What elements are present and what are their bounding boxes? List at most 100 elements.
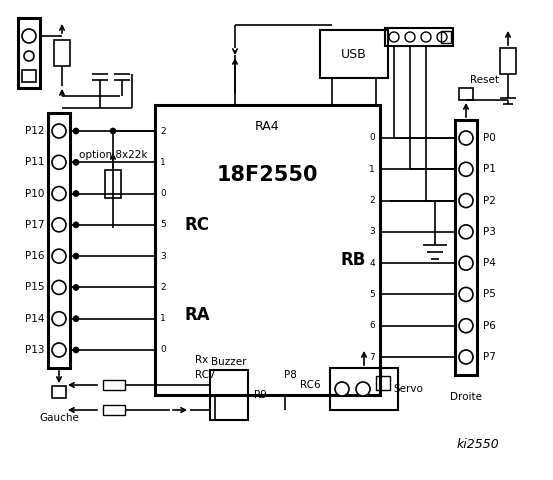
Circle shape bbox=[22, 29, 36, 43]
Bar bbox=[103, 380, 125, 390]
Text: P2: P2 bbox=[483, 195, 496, 205]
Text: P11: P11 bbox=[24, 157, 44, 168]
Text: 3: 3 bbox=[160, 252, 166, 261]
Text: 0: 0 bbox=[160, 189, 166, 198]
Text: RA: RA bbox=[185, 306, 211, 324]
Text: P6: P6 bbox=[483, 321, 496, 331]
Circle shape bbox=[459, 350, 473, 364]
Text: P14: P14 bbox=[24, 314, 44, 324]
Text: 7: 7 bbox=[369, 352, 375, 361]
Circle shape bbox=[52, 124, 66, 138]
Text: P8: P8 bbox=[284, 370, 296, 380]
Bar bbox=[105, 170, 121, 198]
Bar bbox=[320, 30, 388, 78]
Bar bbox=[103, 405, 125, 415]
Bar bbox=[441, 31, 451, 43]
Text: P17: P17 bbox=[24, 220, 44, 230]
Text: RC: RC bbox=[185, 216, 210, 234]
Text: P15: P15 bbox=[24, 282, 44, 292]
Text: P0: P0 bbox=[483, 133, 495, 143]
Circle shape bbox=[335, 382, 349, 396]
Text: Servo: Servo bbox=[393, 384, 423, 394]
Circle shape bbox=[459, 193, 473, 207]
Bar bbox=[376, 376, 390, 390]
Text: P16: P16 bbox=[24, 251, 44, 261]
Circle shape bbox=[459, 288, 473, 301]
Circle shape bbox=[24, 51, 34, 61]
Text: P10: P10 bbox=[25, 189, 44, 199]
Text: P7: P7 bbox=[483, 352, 496, 362]
Circle shape bbox=[52, 343, 66, 357]
Text: 18F2550: 18F2550 bbox=[217, 165, 318, 185]
Circle shape bbox=[73, 222, 79, 228]
Text: P13: P13 bbox=[24, 345, 44, 355]
Text: Buzzer: Buzzer bbox=[211, 357, 247, 367]
Bar bbox=[330, 368, 398, 410]
Circle shape bbox=[73, 128, 79, 134]
Circle shape bbox=[73, 253, 79, 259]
Circle shape bbox=[73, 285, 79, 290]
Text: RC6: RC6 bbox=[300, 380, 321, 390]
Text: P12: P12 bbox=[24, 126, 44, 136]
Circle shape bbox=[110, 128, 116, 134]
Text: 0: 0 bbox=[160, 346, 166, 355]
Bar bbox=[385, 28, 453, 46]
Text: P4: P4 bbox=[483, 258, 496, 268]
Circle shape bbox=[52, 218, 66, 232]
Text: 2: 2 bbox=[160, 283, 166, 292]
Text: Droite: Droite bbox=[450, 392, 482, 402]
Text: 3: 3 bbox=[369, 228, 375, 236]
Bar bbox=[52, 386, 66, 398]
Circle shape bbox=[52, 156, 66, 169]
Bar bbox=[48, 113, 70, 368]
Circle shape bbox=[437, 32, 447, 42]
Circle shape bbox=[459, 225, 473, 239]
Text: 2: 2 bbox=[160, 127, 166, 135]
Bar bbox=[155, 105, 380, 395]
Text: 6: 6 bbox=[369, 321, 375, 330]
Circle shape bbox=[356, 382, 370, 396]
Bar bbox=[18, 18, 40, 88]
Text: 5: 5 bbox=[160, 220, 166, 229]
Text: 1: 1 bbox=[369, 165, 375, 174]
Circle shape bbox=[52, 187, 66, 201]
Circle shape bbox=[405, 32, 415, 42]
Circle shape bbox=[73, 159, 79, 165]
Text: Gauche: Gauche bbox=[39, 413, 79, 423]
Bar bbox=[22, 70, 36, 82]
Text: 1: 1 bbox=[160, 314, 166, 323]
Text: 1: 1 bbox=[160, 158, 166, 167]
Circle shape bbox=[459, 162, 473, 176]
Bar bbox=[500, 48, 516, 74]
Text: 4: 4 bbox=[369, 259, 375, 268]
Text: 2: 2 bbox=[369, 196, 375, 205]
Text: P3: P3 bbox=[483, 227, 496, 237]
Bar bbox=[459, 88, 473, 100]
Text: P1: P1 bbox=[483, 164, 496, 174]
Text: P5: P5 bbox=[483, 289, 496, 300]
Bar bbox=[455, 120, 477, 375]
Circle shape bbox=[73, 316, 79, 322]
Circle shape bbox=[459, 131, 473, 145]
Circle shape bbox=[459, 319, 473, 333]
Text: P9: P9 bbox=[254, 390, 267, 400]
Circle shape bbox=[52, 280, 66, 294]
Circle shape bbox=[459, 256, 473, 270]
Text: RB: RB bbox=[340, 251, 366, 269]
Circle shape bbox=[52, 312, 66, 326]
Text: RA4: RA4 bbox=[255, 120, 280, 133]
Text: Reset: Reset bbox=[470, 75, 499, 85]
Circle shape bbox=[421, 32, 431, 42]
Text: option 8x22k: option 8x22k bbox=[79, 150, 147, 160]
Circle shape bbox=[52, 249, 66, 263]
Text: 0: 0 bbox=[369, 133, 375, 143]
Text: Rx: Rx bbox=[195, 355, 208, 365]
Circle shape bbox=[389, 32, 399, 42]
Text: RC7: RC7 bbox=[195, 370, 216, 380]
Bar bbox=[210, 370, 248, 420]
Circle shape bbox=[73, 191, 79, 197]
Text: ki2550: ki2550 bbox=[457, 439, 499, 452]
Text: 5: 5 bbox=[369, 290, 375, 299]
Text: USB: USB bbox=[341, 48, 367, 60]
Bar bbox=[54, 40, 70, 66]
